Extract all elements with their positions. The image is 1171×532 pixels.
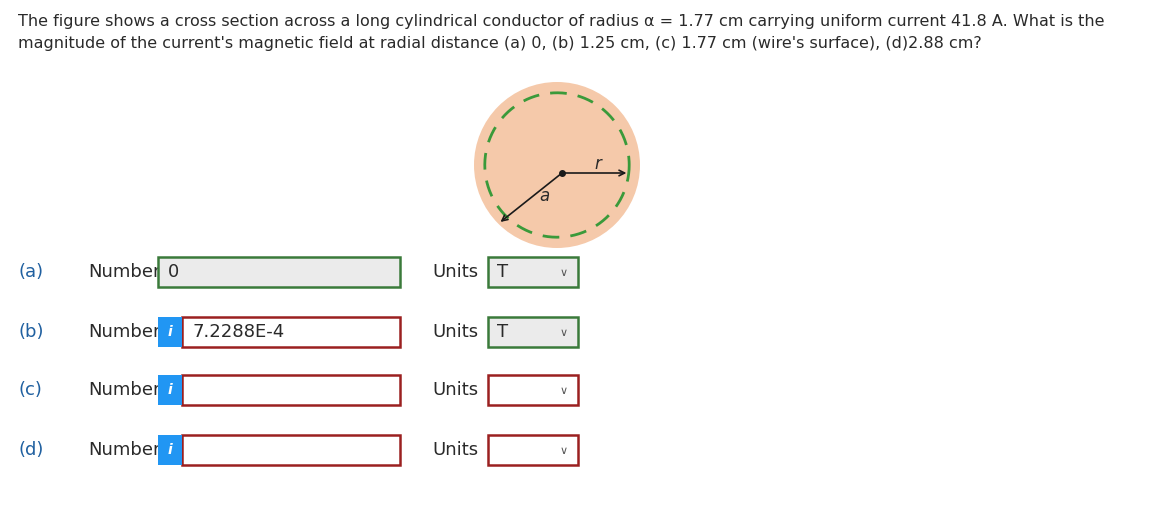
Text: T: T	[497, 263, 508, 281]
Text: (a): (a)	[18, 263, 43, 281]
Bar	[488, 375, 578, 405]
Bar	[158, 257, 400, 287]
Text: Number: Number	[88, 441, 160, 459]
Bar	[158, 317, 182, 347]
Text: ∨: ∨	[560, 328, 568, 338]
Circle shape	[474, 82, 641, 248]
Bar	[182, 435, 400, 465]
Text: ∨: ∨	[560, 386, 568, 396]
Text: magnitude of the current's magnetic field at radial distance (a) 0, (b) 1.25 cm,: magnitude of the current's magnetic fiel…	[18, 36, 981, 51]
Text: (d): (d)	[18, 441, 43, 459]
Bar	[182, 317, 400, 347]
Text: i: i	[167, 383, 172, 397]
Text: T: T	[497, 323, 508, 341]
Bar	[488, 257, 578, 287]
Bar	[158, 435, 182, 465]
Bar	[158, 375, 182, 405]
Text: i: i	[167, 325, 172, 339]
Bar	[488, 435, 578, 465]
Text: ∨: ∨	[560, 268, 568, 278]
Text: a: a	[539, 187, 549, 205]
Text: 7.2288E-4: 7.2288E-4	[192, 323, 285, 341]
Text: Units: Units	[432, 263, 478, 281]
Bar	[488, 317, 578, 347]
Text: ∨: ∨	[560, 446, 568, 456]
Text: (c): (c)	[18, 381, 42, 399]
Text: (b): (b)	[18, 323, 43, 341]
Text: Units: Units	[432, 323, 478, 341]
Text: 0: 0	[167, 263, 179, 281]
Text: i: i	[167, 443, 172, 457]
Text: Number: Number	[88, 323, 160, 341]
Text: Units: Units	[432, 381, 478, 399]
Text: Number: Number	[88, 263, 160, 281]
Bar	[182, 375, 400, 405]
Text: Units: Units	[432, 441, 478, 459]
Text: The figure shows a cross section across a long cylindrical conductor of radius α: The figure shows a cross section across …	[18, 14, 1104, 29]
Text: Number: Number	[88, 381, 160, 399]
Text: r: r	[594, 155, 601, 173]
